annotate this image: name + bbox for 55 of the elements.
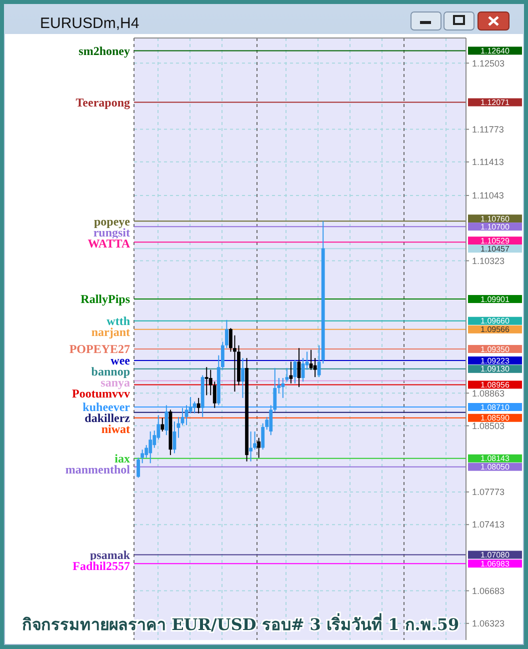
y-tick-label: 1.10323: [472, 256, 505, 266]
y-tick-label: 1.07413: [472, 520, 505, 530]
y-tick-label: 1.11413: [472, 157, 504, 168]
ref-line-label: 1.06983: [480, 559, 510, 568]
candlestick: [196, 397, 200, 414]
y-tick-label: 1.08863: [472, 388, 505, 398]
text: Pootumvvv: [72, 386, 130, 401]
candlestick: [164, 404, 168, 436]
y-tick-label: 1.12503: [472, 58, 505, 68]
candlestick: [180, 407, 184, 426]
text: psamak: [90, 548, 130, 562]
ref-line-label: 1.10760: [480, 214, 510, 224]
candlestick: [160, 417, 164, 432]
ref-line-label: 1.09901: [480, 294, 510, 304]
chart-title: EURUSDm,H4: [40, 15, 140, 32]
text: Teerapong: [76, 95, 130, 110]
ref-line-label: 1.09566: [480, 325, 510, 334]
ref-line-label: 1.08050: [480, 462, 510, 472]
ref-line-label: 1.10700: [480, 222, 510, 232]
candlestick: [212, 381, 216, 408]
ref-line-label: 1.08710: [480, 402, 510, 412]
ref-line-label: 1.09223: [480, 356, 510, 366]
candlestick: [281, 377, 285, 398]
ref-line-label: 1.10457: [480, 244, 510, 254]
ref-line-label: 1.08956: [480, 380, 510, 390]
candlestick: [249, 430, 252, 462]
ref-line-label: 1.09660: [480, 316, 510, 326]
candlestick: [204, 366, 208, 396]
candlestick: [184, 404, 188, 426]
ref-line-label: 1.08590: [480, 414, 510, 423]
candlestick: [148, 430, 152, 464]
candlestick: [257, 437, 261, 458]
y-tick-label: 1.11043: [472, 190, 504, 201]
y-tick-label: 1.08503: [472, 420, 505, 431]
candlestick: [136, 457, 140, 478]
y-tick-label: 1.06323: [472, 618, 505, 629]
candlestick: [261, 422, 265, 450]
candlestick: [313, 358, 317, 378]
text: POPEYE27: [69, 342, 130, 356]
annotation: กิจกรรมทายผลราคา EUR/USD รอบ# 3 เริ่มวันที่ 1 ก.พ.59: [22, 613, 460, 634]
ref-line-label: 1.09130: [480, 364, 510, 374]
y-tick-label: 1.07773: [472, 487, 505, 498]
candlestick: [192, 401, 196, 414]
ref-line-label: 1.09350: [480, 344, 510, 354]
candlestick: [241, 358, 244, 398]
ref-line-label: 1.07080: [480, 550, 510, 560]
y-tick-label: 1.06683: [472, 586, 505, 596]
y-tick-label: 1.11773: [472, 124, 504, 134]
text: RallyPips: [80, 292, 130, 306]
ref-line-label: 1.12640: [480, 46, 510, 56]
ref-line-label: 1.10529: [480, 236, 510, 246]
text: sm2honey: [78, 44, 130, 58]
ref-line-label: 1.08143: [480, 454, 510, 464]
candlestick: [140, 449, 144, 464]
ref-line-label: 1.12071: [480, 98, 510, 108]
